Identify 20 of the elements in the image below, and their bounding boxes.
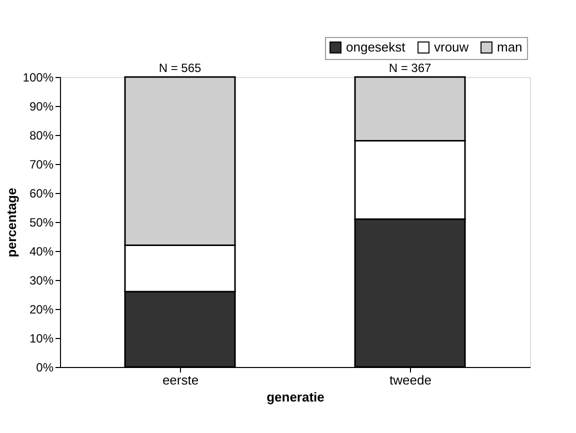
annotation: N = 565 (158, 61, 202, 75)
legend-label: ongesekst (346, 40, 406, 55)
y-tick-label: 50% (29, 216, 54, 230)
y-tick-label: 100% (22, 70, 54, 84)
y-axis-title: percentage (4, 188, 19, 258)
y-tick-label: 60% (29, 186, 54, 200)
y-tick-label: 30% (29, 274, 54, 288)
legend-label: man (497, 40, 522, 55)
annotation: N = 367 (388, 61, 432, 75)
y-tick-label: 70% (29, 158, 54, 172)
y-tick-label: 0% (36, 360, 54, 374)
y-tick-label: 80% (29, 128, 54, 142)
y-tick-label: 90% (29, 100, 54, 114)
legend-label: vrouw (434, 40, 470, 55)
x-tick-label: eerste (162, 372, 199, 388)
x-tick-label: tweede (390, 372, 432, 388)
x-axis-title: generatie (266, 390, 324, 404)
y-tick-label: 40% (29, 244, 54, 258)
y-tick-label: 20% (29, 302, 54, 316)
y-tick-label: 10% (29, 332, 54, 346)
